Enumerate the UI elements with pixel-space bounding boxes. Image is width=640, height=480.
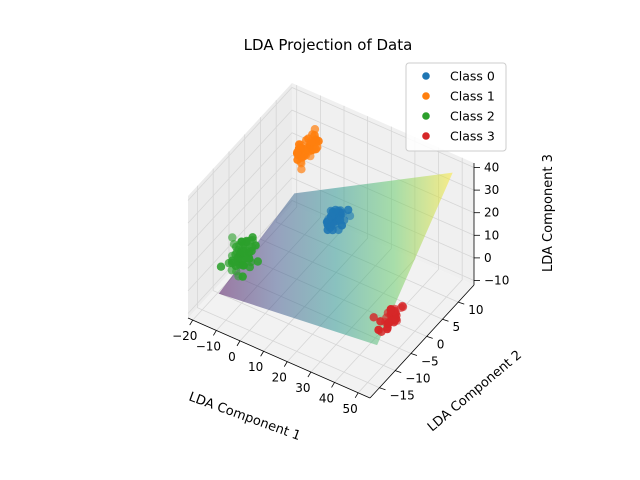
- x-tick-label: −20: [172, 329, 197, 343]
- y-tick: [426, 335, 433, 339]
- z-tick-label: 30: [484, 183, 499, 197]
- data-point: [229, 258, 238, 268]
- data-point: [309, 145, 318, 154]
- y-axis-label: LDA Component 2: [425, 348, 525, 435]
- x-tick-label: 0: [228, 350, 236, 364]
- y-tick-label: 5: [452, 320, 460, 334]
- z-axis-label: LDA Component 3: [541, 154, 556, 272]
- x-axis-line: [187, 317, 371, 399]
- data-point: [374, 325, 383, 335]
- y-axis-line: [369, 284, 475, 399]
- data-point: [216, 262, 226, 271]
- y-tick-label: −15: [389, 389, 414, 403]
- data-point: [369, 313, 378, 322]
- z-tick-label: 20: [484, 206, 499, 220]
- data-point: [398, 302, 408, 312]
- y-tick: [379, 387, 386, 391]
- z-tick-label: 40: [484, 161, 499, 175]
- y-tick: [458, 301, 465, 305]
- y-gridline: [212, 168, 396, 371]
- data-point: [253, 257, 262, 266]
- y-tick-labels: −15 −10 −5 05 10: [379, 301, 484, 403]
- x-tick: [189, 319, 194, 326]
- y-tick: [395, 370, 402, 373]
- z-tick-labels: −10 0 10 20 30 40: [474, 161, 509, 287]
- x-tick-label: 40: [319, 391, 334, 405]
- y-tick: [442, 318, 449, 322]
- data-points: [216, 125, 408, 336]
- legend-marker: [422, 112, 430, 120]
- data-point: [338, 209, 347, 218]
- data-point: [307, 137, 316, 146]
- x-tick-label: −10: [196, 339, 221, 353]
- x-axis-label: LDA Component 1: [187, 390, 303, 444]
- data-point: [324, 215, 333, 224]
- x-tick: [213, 330, 217, 336]
- fitted-surface: [218, 172, 453, 346]
- z-gridline: [187, 109, 475, 224]
- legend-label: Class 3: [450, 129, 495, 144]
- axes: [187, 163, 475, 399]
- data-point: [227, 265, 236, 275]
- x-tick-label: 20: [272, 371, 287, 385]
- data-point: [239, 261, 248, 270]
- z-tick-label: −10: [484, 273, 509, 287]
- data-point: [228, 233, 237, 242]
- data-point: [345, 211, 355, 221]
- z-tick-label: 0: [484, 251, 492, 265]
- y-tick-label: 0: [437, 337, 445, 351]
- y-tick-label: −10: [405, 372, 430, 386]
- x-tick: [354, 392, 359, 399]
- data-point: [386, 305, 395, 315]
- x-tick-label: 10: [248, 360, 263, 374]
- series-class-0: [322, 205, 355, 235]
- y-tick-label: 10: [468, 303, 483, 317]
- x-tick: [260, 351, 264, 357]
- legend-label: Class 0: [450, 69, 495, 84]
- chart-title: LDA Projection of Data: [244, 36, 413, 54]
- data-point: [244, 248, 254, 257]
- data-point: [383, 319, 392, 328]
- x-tick: [283, 361, 288, 367]
- legend: Class 0 Class 1 Class 2 Class 3: [405, 62, 507, 152]
- legend-label: Class 1: [450, 89, 495, 104]
- data-point: [331, 205, 340, 215]
- y-gridline: [197, 185, 380, 389]
- legend-label: Class 2: [450, 109, 495, 124]
- x-tick: [307, 371, 312, 378]
- data-point: [310, 125, 320, 134]
- y-tick-label: −5: [421, 354, 439, 368]
- series-class-2: [216, 233, 262, 281]
- left-pane: [188, 83, 292, 318]
- series-class-1: [292, 125, 323, 174]
- x-gridline: [357, 157, 463, 394]
- data-point: [237, 237, 246, 246]
- x-tick-label: 30: [295, 381, 310, 395]
- surface-plane: [218, 172, 453, 346]
- x-tick: [236, 340, 241, 347]
- legend-marker: [422, 72, 430, 80]
- data-point: [335, 215, 345, 225]
- data-point: [330, 220, 339, 229]
- y-tick: [410, 353, 418, 356]
- legend-marker: [422, 132, 430, 140]
- z-tick-label: 10: [484, 228, 499, 242]
- data-point: [248, 236, 257, 245]
- x-tick-labels: −20−10 0 10 20 30 40 50: [172, 319, 359, 416]
- data-point: [292, 149, 302, 158]
- data-point: [297, 165, 306, 174]
- series-class-3: [369, 301, 408, 336]
- legend-marker: [422, 92, 430, 100]
- data-point: [238, 272, 247, 281]
- data-point: [236, 249, 245, 259]
- x-tick-label: 50: [343, 402, 358, 416]
- legend-frame: [405, 62, 507, 152]
- x-tick: [331, 382, 335, 388]
